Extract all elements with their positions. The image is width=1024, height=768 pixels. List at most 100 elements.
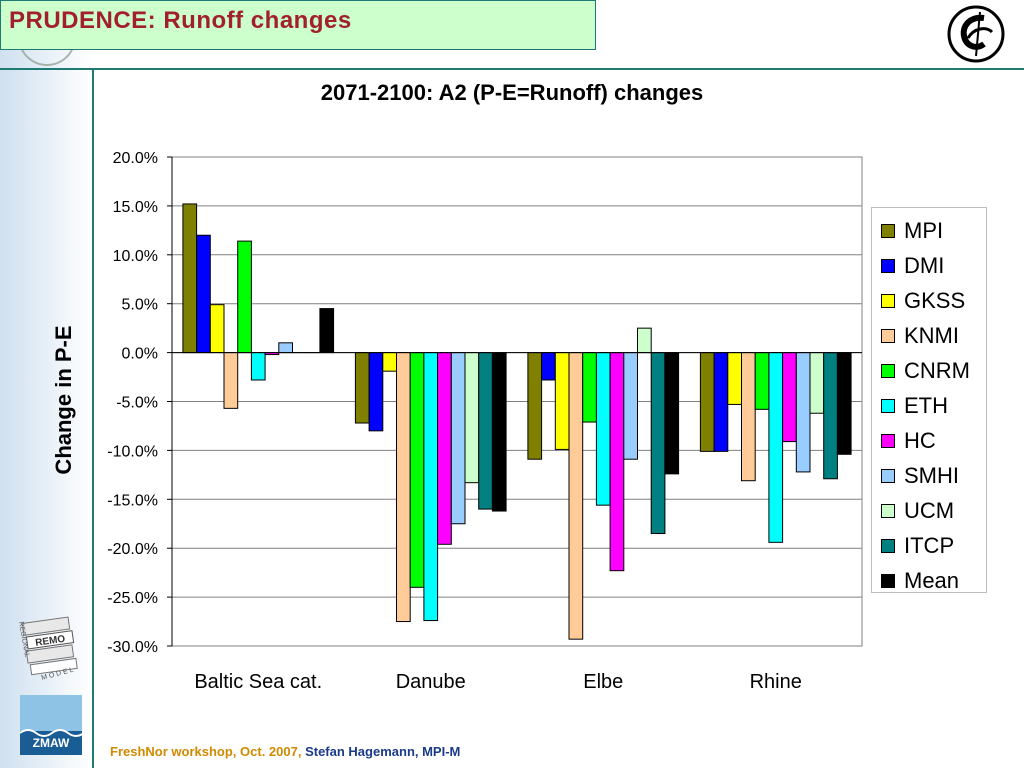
legend-item: DMI: [872, 248, 986, 283]
mpi-logo: [947, 5, 1005, 63]
y-tick-label: -20.0%: [107, 541, 158, 558]
bar: [664, 352, 680, 475]
legend-label: UCM: [904, 497, 955, 523]
bar: [237, 240, 252, 354]
bar: [450, 352, 466, 525]
legend-swatch: [881, 398, 895, 413]
y-tick-label: 5.0%: [122, 297, 158, 314]
footer-event: FreshNor workshop, Oct. 2007,: [110, 744, 302, 759]
chart-title: 2071-2100: A2 (P-E=Runoff) changes: [320, 80, 704, 105]
bar: [409, 352, 425, 588]
legend-label: ETH: [904, 392, 948, 418]
legend-item: KNMI: [872, 318, 986, 353]
legend-swatch: [881, 293, 895, 308]
legend-label: KNMI: [904, 322, 959, 348]
bar: [354, 352, 370, 424]
legend-label: Mean: [904, 567, 960, 593]
footer: FreshNor workshop, Oct. 2007, Stefan Hag…: [110, 744, 460, 759]
legend-swatch: [881, 363, 895, 378]
legend-swatch: [881, 538, 895, 553]
slide-title: PRUDENCE: Runoff changes: [9, 7, 352, 34]
bar: [699, 352, 715, 452]
legend-label: DMI: [904, 252, 945, 278]
x-tick-label: Rhine: [750, 671, 802, 693]
bar: [541, 352, 556, 381]
remo-logo-text: REMO: [35, 634, 66, 649]
zmaw-logo-text: ZMAW: [33, 736, 70, 750]
legend-item: HC: [872, 423, 986, 458]
legend-swatch: [881, 468, 895, 483]
x-tick-label: Elbe: [583, 671, 623, 693]
legend-item: UCM: [872, 493, 986, 528]
legend-item: ITCP: [872, 528, 986, 563]
bar: [368, 352, 384, 432]
legend-label: GKSS: [904, 287, 966, 313]
legend-item: ETH: [872, 388, 986, 423]
legend-label: CNRM: [904, 357, 970, 383]
bar: [478, 352, 493, 510]
sidebar-divider: [92, 68, 94, 768]
legend-label: ITCP: [904, 532, 955, 558]
legend-swatch: [881, 503, 895, 518]
legend-swatch: [881, 328, 895, 343]
y-tick-label: 20.0%: [113, 150, 158, 167]
legend-swatch: [881, 223, 895, 238]
bar: [396, 352, 411, 623]
bar: [464, 352, 480, 484]
bar: [196, 234, 211, 354]
legend-item: Mean: [872, 563, 986, 598]
legend-item: MPI: [872, 213, 986, 248]
bar: [382, 352, 397, 372]
bar: [823, 352, 838, 480]
bar: [782, 352, 797, 443]
legend-label: HC: [904, 427, 936, 453]
y-tick-label: -25.0%: [107, 590, 158, 607]
y-tick-label: -10.0%: [107, 443, 158, 460]
y-tick-label: 0.0%: [122, 346, 158, 363]
bar: [527, 352, 543, 460]
bar: [609, 352, 625, 572]
bar: [223, 352, 239, 409]
bar: [491, 352, 507, 512]
bar: [182, 203, 198, 354]
bar: [768, 352, 784, 543]
legend-swatch: [881, 258, 895, 273]
bar: [209, 304, 225, 354]
bar: [637, 327, 652, 354]
header-divider: [0, 68, 1024, 70]
bar: [727, 352, 742, 405]
y-tick-label: 10.0%: [113, 248, 158, 265]
bar: [650, 352, 666, 535]
bar: [554, 352, 570, 450]
x-tick-label: Baltic Sea cat.: [194, 671, 322, 693]
remo-regional-model-logo: REMO REGIONAL MODEL: [17, 616, 78, 682]
bar: [713, 352, 729, 452]
bar: [437, 352, 452, 545]
y-tick-label: -30.0%: [107, 639, 158, 656]
y-tick-label: -5.0%: [116, 395, 158, 412]
y-tick-label: 15.0%: [113, 199, 158, 216]
bar: [741, 352, 756, 482]
bar: [809, 352, 825, 414]
legend-label: SMHI: [904, 462, 959, 488]
chart-legend: MPI DMI GKSS KNMI CNRM ETH HC SMHI UCM ITCP Mean: [871, 207, 987, 593]
bar: [319, 308, 335, 354]
zmaw-logo: ZMAW: [20, 695, 82, 755]
legend-item: GKSS: [872, 283, 986, 318]
legend-label: MPI: [904, 217, 944, 243]
bar: [568, 352, 584, 640]
y-tick-label: -15.0%: [107, 492, 158, 509]
legend-item: CNRM: [872, 353, 986, 388]
x-tick-label: Danube: [396, 671, 466, 693]
legend-item: SMHI: [872, 458, 986, 493]
bar: [582, 352, 597, 423]
bar: [250, 352, 266, 381]
bar: [423, 352, 439, 622]
bar: [836, 352, 852, 455]
bar: [595, 352, 611, 506]
bar: [278, 342, 293, 354]
bar: [795, 352, 811, 473]
bar: [623, 352, 638, 460]
legend-swatch: [881, 573, 895, 588]
